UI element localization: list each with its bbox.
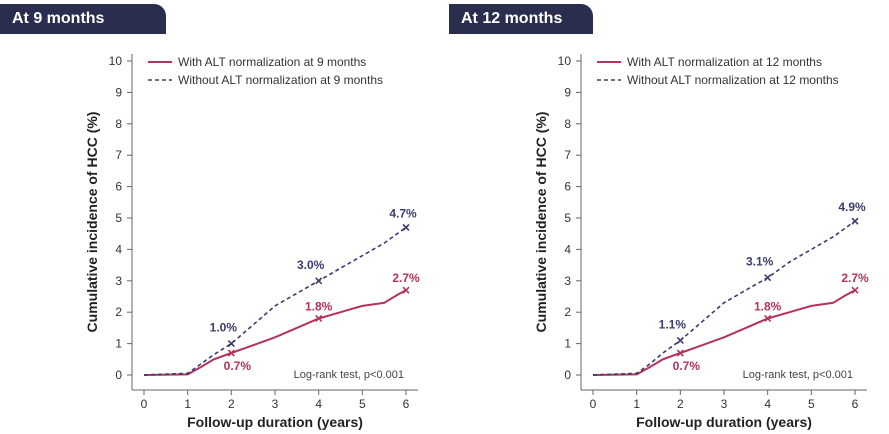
data-point-marker: [315, 314, 323, 323]
legend-label: With ALT normalization at 12 months: [627, 55, 822, 69]
data-point-label: 0.7%: [673, 359, 701, 373]
log-rank-annotation: Log-rank test, p<0.001: [743, 369, 853, 381]
y-tick-label: 3: [115, 274, 122, 288]
y-tick-label: 7: [564, 148, 571, 162]
x-tick-label: 4: [315, 397, 322, 411]
data-point-label: 4.7%: [389, 206, 417, 220]
data-point-label: 2.7%: [841, 271, 869, 285]
data-point-marker: [851, 286, 859, 294]
series-line-with-alt: [592, 289, 856, 376]
panel-tab-9-months: At 9 months: [0, 4, 166, 34]
legend-label: Without ALT normalization at 9 months: [178, 73, 383, 87]
x-axis-title: Follow-up duration (years): [636, 414, 812, 430]
data-point-label: 1.8%: [754, 299, 782, 313]
legend-label: With ALT normalization at 9 months: [178, 55, 366, 69]
series-line-without-alt: [592, 220, 856, 376]
data-point-marker: [227, 349, 235, 357]
y-axis-title: Cumulative incidence of HCC (%): [533, 112, 549, 333]
y-tick-label: 5: [564, 211, 571, 225]
y-tick-label: 8: [115, 117, 122, 131]
y-tick-label: 9: [564, 85, 571, 99]
x-tick-label: 2: [677, 397, 684, 411]
y-tick-label: 0: [564, 368, 571, 382]
data-point-label: 1.8%: [305, 299, 333, 313]
data-point-marker: [851, 217, 859, 225]
data-point-label: 1.1%: [659, 317, 687, 331]
series-line-with-alt: [143, 289, 407, 376]
x-tick-label: 2: [228, 397, 235, 411]
x-tick-label: 5: [808, 397, 815, 411]
x-tick-label: 3: [272, 397, 279, 411]
x-tick-label: 6: [403, 397, 410, 411]
data-point-marker: [764, 274, 772, 282]
series-line-without-alt: [143, 226, 407, 376]
panel-9-months: At 9 months 0 1 2 3 4 5 6 7 8 9 10 0 1 2 3 4 5 6 Follow-up…: [0, 0, 440, 434]
y-tick-label: 8: [564, 117, 571, 131]
data-point-marker: [764, 314, 772, 323]
data-point-label: 4.9%: [838, 200, 866, 214]
x-tick-label: 1: [633, 397, 640, 411]
data-point-label: 3.1%: [746, 255, 774, 269]
data-point-marker: [402, 223, 410, 231]
panel-12-months: At 12 months 0 1 2 3 4 5 6 7 8 9 10 0 1 2 3 4 5 6 Follow-u…: [449, 0, 889, 434]
x-tick-label: 1: [184, 397, 191, 411]
y-tick-label: 6: [564, 180, 571, 194]
y-tick-label: 7: [115, 148, 122, 162]
y-tick-label: 1: [115, 337, 122, 351]
x-axis-title: Follow-up duration (years): [187, 414, 363, 430]
data-point-label: 1.0%: [210, 321, 238, 335]
y-tick-label: 3: [564, 274, 571, 288]
x-tick-label: 6: [852, 397, 859, 411]
y-tick-label: 2: [115, 305, 122, 319]
y-tick-label: 9: [115, 85, 122, 99]
panel-tab-12-months: At 12 months: [449, 4, 593, 34]
data-point-marker: [676, 336, 684, 345]
hcc-incidence-chart-12-months: 0 1 2 3 4 5 6 7 8 9 10 0 1 2 3 4 5 6 Follow-up duration (y…: [533, 54, 869, 430]
y-tick-label: 0: [115, 368, 122, 382]
y-tick-label: 6: [115, 180, 122, 194]
x-tick-label: 0: [141, 397, 148, 411]
data-point-marker: [676, 349, 684, 357]
legend-label: Without ALT normalization at 12 months: [627, 73, 839, 87]
log-rank-annotation: Log-rank test, p<0.001: [294, 369, 404, 381]
x-tick-label: 5: [359, 397, 366, 411]
y-tick-label: 10: [109, 54, 123, 68]
data-point-label: 0.7%: [224, 359, 252, 373]
data-point-marker: [402, 286, 410, 294]
y-tick-label: 4: [564, 242, 571, 256]
data-point-label: 2.7%: [392, 271, 420, 285]
data-point-label: 3.0%: [297, 258, 325, 272]
y-tick-label: 5: [115, 211, 122, 225]
data-point-marker: [227, 340, 235, 348]
x-tick-label: 4: [764, 397, 771, 411]
data-point-marker: [315, 277, 323, 285]
y-tick-label: 1: [564, 337, 571, 351]
hcc-incidence-chart-9-months: 0 1 2 3 4 5 6 7 8 9 10 0 1 2 3 4 5 6 Follow-up duration (y…: [84, 54, 420, 430]
y-tick-label: 4: [115, 242, 122, 256]
y-tick-label: 10: [558, 54, 572, 68]
x-tick-label: 3: [721, 397, 728, 411]
y-axis-title: Cumulative incidence of HCC (%): [84, 112, 100, 333]
x-tick-label: 0: [590, 397, 597, 411]
y-tick-label: 2: [564, 305, 571, 319]
